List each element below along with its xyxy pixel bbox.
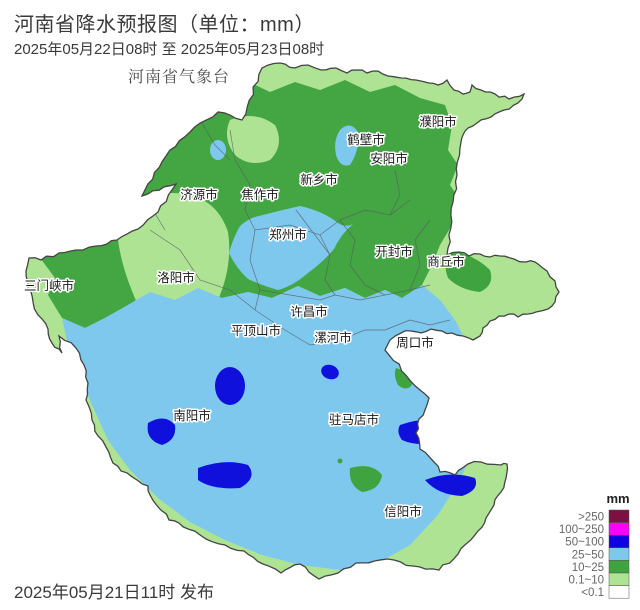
svg-text:开封市: 开封市 xyxy=(375,244,413,259)
svg-text:驻马店市: 驻马店市 xyxy=(329,412,379,427)
svg-text:mm: mm xyxy=(606,491,629,506)
svg-text:鹤壁市: 鹤壁市 xyxy=(347,132,385,147)
svg-text:平顶山市: 平顶山市 xyxy=(231,323,281,338)
svg-text:25~50: 25~50 xyxy=(572,549,604,561)
svg-text:50~100: 50~100 xyxy=(565,537,604,549)
svg-text:新乡市: 新乡市 xyxy=(300,172,338,187)
svg-text:漯河市: 漯河市 xyxy=(314,330,352,345)
svg-text:100~250: 100~250 xyxy=(559,524,604,536)
svg-text:濮阳市: 濮阳市 xyxy=(419,114,457,129)
svg-text:安阳市: 安阳市 xyxy=(370,151,408,166)
svg-text:信阳市: 信阳市 xyxy=(384,504,422,519)
svg-text:0.1~10: 0.1~10 xyxy=(569,575,605,587)
svg-text:>250: >250 xyxy=(578,512,604,524)
svg-text:商丘市: 商丘市 xyxy=(427,254,465,269)
svg-text:10~25: 10~25 xyxy=(572,562,604,574)
svg-text:周口市: 周口市 xyxy=(396,335,434,350)
svg-text:许昌市: 许昌市 xyxy=(290,304,328,319)
svg-text:郑州市: 郑州市 xyxy=(269,227,307,242)
svg-text:<0.1: <0.1 xyxy=(581,587,604,599)
svg-text:济源市: 济源市 xyxy=(180,187,218,202)
svg-text:焦作市: 焦作市 xyxy=(241,187,279,202)
svg-text:南阳市: 南阳市 xyxy=(173,408,211,423)
svg-text:三门峡市: 三门峡市 xyxy=(24,278,74,293)
svg-text:洛阳市: 洛阳市 xyxy=(157,270,195,285)
